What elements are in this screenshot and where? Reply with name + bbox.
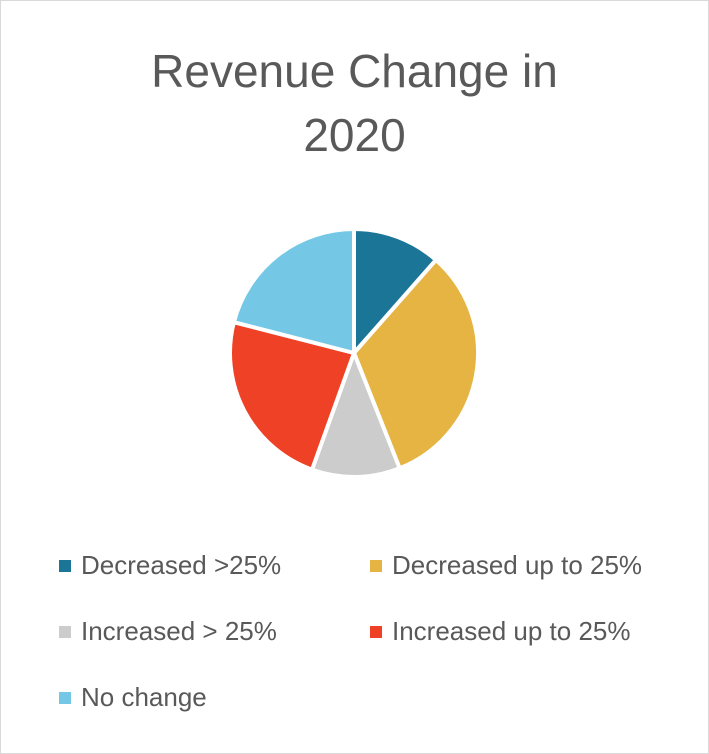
legend-swatch-no-change (59, 691, 71, 704)
legend-swatch-decreased-up-to-25 (370, 559, 382, 572)
legend-item-increased-over-25: Increased > 25% (59, 616, 277, 647)
legend-item-decreased-over-25: Decreased >25% (59, 550, 281, 581)
pie-slice-increased-over-25 (309, 351, 402, 479)
legend-label-decreased-over-25: Decreased >25% (81, 550, 282, 580)
pie-slice-no-change (231, 227, 356, 355)
legend-item-no-change: No change (59, 682, 207, 713)
legend-swatch-increased-up-to-25 (370, 625, 382, 638)
legend-swatch-decreased-over-25 (59, 559, 71, 572)
pie-slice-increased-up-to-25 (228, 320, 356, 472)
pie-slice-decreased-up-to-25 (352, 257, 480, 471)
legend-label-increased-up-to-25: Increased up to 25% (392, 616, 631, 646)
chart-title-line-2: 2020 (303, 109, 406, 161)
legend-swatch-increased-over-25 (59, 625, 71, 638)
legend-item-increased-up-to-25: Increased up to 25% (370, 616, 631, 647)
legend-label-increased-over-25: Increased > 25% (81, 616, 277, 646)
legend-label-decreased-up-to-25: Decreased up to 25% (392, 550, 643, 580)
pie-slice-decreased-over-25 (352, 227, 439, 355)
chart-title-line-1: Revenue Change in (151, 45, 558, 97)
legend-item-decreased-up-to-25: Decreased up to 25% (370, 550, 642, 581)
chart-title: Revenue Change in 2020 (1, 39, 708, 167)
legend-label-no-change: No change (81, 682, 207, 712)
